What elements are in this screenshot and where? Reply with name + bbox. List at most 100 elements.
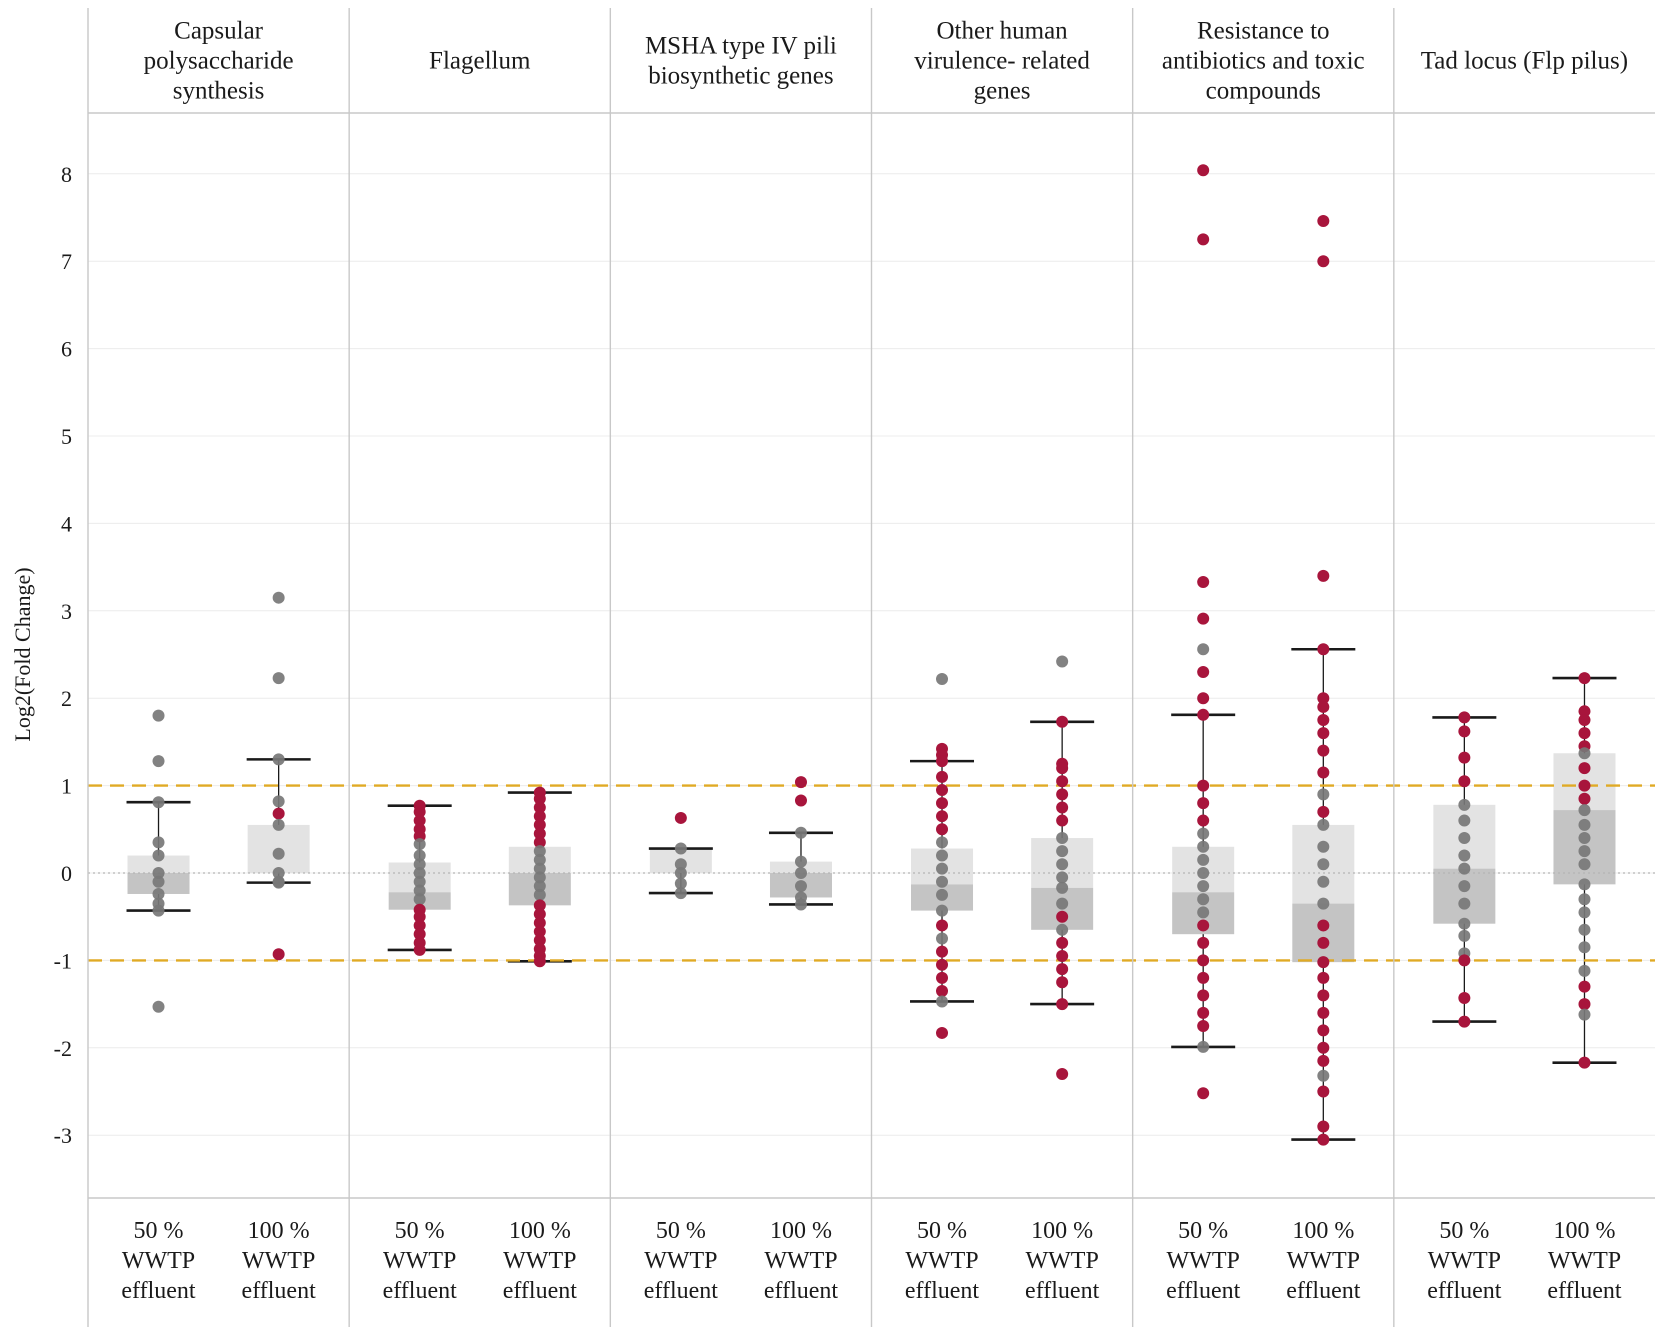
data-point-significant [1317, 956, 1330, 969]
data-point [413, 875, 426, 888]
data-point [1458, 832, 1471, 845]
panel-title: MSHA type IV pili [645, 33, 837, 60]
x-category-label: WWTP [122, 1248, 195, 1274]
data-point [674, 887, 687, 900]
data-point-significant [936, 797, 949, 810]
data-point [152, 1000, 165, 1013]
data-point [413, 893, 426, 906]
data-point-significant [1317, 1054, 1330, 1067]
data-point-significant [936, 919, 949, 932]
data-point-significant [533, 792, 546, 805]
data-point-significant [1317, 255, 1330, 268]
data-point [1458, 849, 1471, 862]
data-point-significant [1197, 612, 1210, 625]
data-point [533, 888, 546, 901]
data-point [272, 867, 285, 879]
data-point-significant [533, 934, 546, 947]
data-point-significant [1056, 976, 1069, 989]
x-category-label: effluent [503, 1278, 578, 1304]
data-point [936, 904, 949, 917]
data-point-significant [413, 910, 426, 923]
data-point [1317, 875, 1330, 888]
data-point-significant [936, 1026, 949, 1039]
data-point [1197, 1040, 1210, 1053]
data-point-significant [794, 794, 807, 807]
panel-title: polysaccharide [144, 48, 294, 75]
x-category-label: WWTP [1287, 1248, 1360, 1274]
data-point [1458, 897, 1471, 910]
panel-title: compounds [1206, 78, 1321, 105]
data-point-significant [1056, 963, 1069, 976]
data-point-significant [533, 916, 546, 929]
data-point-significant [533, 801, 546, 814]
x-category-label: WWTP [1548, 1248, 1621, 1274]
data-point-significant [936, 823, 949, 836]
data-point-significant [1458, 711, 1471, 724]
data-point-significant [1317, 1006, 1330, 1019]
data-point-significant [1317, 1024, 1330, 1037]
data-point [1458, 880, 1471, 893]
data-point [1578, 941, 1591, 954]
data-point [1578, 1008, 1591, 1021]
data-point [794, 855, 807, 868]
data-point-significant [533, 908, 546, 921]
panel-title: Capsular [174, 18, 264, 45]
data-point [1458, 929, 1471, 942]
data-point-significant [674, 811, 687, 824]
panel-title: virulence- related [914, 48, 1090, 75]
data-point-significant [1458, 991, 1471, 1004]
y-axis-label: Log2(Fold Change) [10, 567, 35, 741]
data-point [1197, 880, 1210, 893]
data-point-significant [1317, 1133, 1330, 1146]
y-tick-label: 5 [61, 424, 72, 449]
data-point [1317, 788, 1330, 801]
data-point [272, 672, 285, 685]
x-category-label: effluent [1547, 1278, 1622, 1304]
data-point-significant [794, 776, 807, 789]
data-point-significant [936, 810, 949, 823]
data-point-significant [936, 755, 949, 768]
panel-title: Resistance to [1197, 18, 1330, 45]
x-category-label: 100 % [248, 1218, 310, 1244]
data-point-significant [533, 955, 546, 968]
data-point [413, 838, 426, 851]
data-point [152, 867, 165, 879]
data-point [1458, 917, 1471, 930]
y-tick-label: 2 [61, 686, 72, 711]
x-category-label: effluent [1166, 1278, 1241, 1304]
data-point-significant [533, 810, 546, 823]
data-point-significant [1056, 715, 1069, 728]
data-point-significant [533, 836, 546, 849]
data-point-significant [1197, 971, 1210, 984]
data-point [1317, 897, 1330, 910]
data-point-significant [1317, 714, 1330, 727]
data-point-significant [1197, 164, 1210, 177]
data-point-significant [1197, 692, 1210, 705]
data-point [272, 818, 285, 831]
data-point [272, 591, 285, 604]
x-category-label: WWTP [905, 1248, 978, 1274]
x-category-label: effluent [1427, 1278, 1502, 1304]
y-tick-label: 4 [61, 511, 72, 536]
data-point [936, 932, 949, 945]
data-point [152, 796, 165, 809]
x-category-label: 50 % [134, 1218, 184, 1244]
box-upper-quartile [127, 855, 190, 873]
data-point-significant [936, 971, 949, 984]
x-category-label: effluent [1025, 1278, 1100, 1304]
data-point [674, 877, 687, 890]
data-point [533, 853, 546, 866]
x-category-label: 100 % [1292, 1218, 1354, 1244]
data-point-significant [1317, 971, 1330, 984]
y-tick-label: 6 [61, 337, 72, 362]
x-category-label: effluent [905, 1278, 980, 1304]
data-point [533, 862, 546, 875]
data-point [1197, 906, 1210, 919]
data-point [1197, 893, 1210, 906]
data-point [936, 862, 949, 875]
data-point [413, 867, 426, 879]
data-point [1056, 897, 1069, 910]
data-point [1458, 798, 1471, 811]
data-point-significant [1197, 575, 1210, 588]
